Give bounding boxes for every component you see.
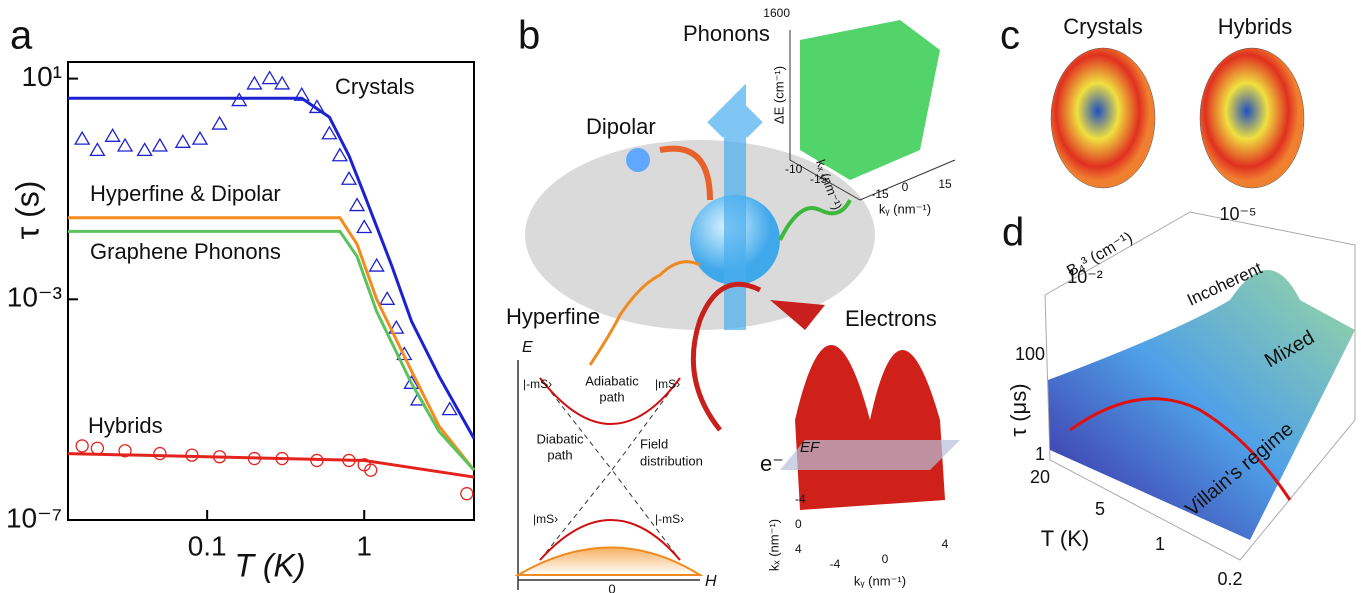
panel-d: d 10⁻⁵ 10⁻² B₄³ (cm⁻¹) 100 1 τ (μs) 20 5… bbox=[1002, 204, 1355, 589]
tick-label: 0.2 bbox=[1217, 569, 1242, 589]
data-point bbox=[154, 448, 166, 460]
tick-label: 20 bbox=[1030, 467, 1050, 487]
tick-label: 10⁻⁵ bbox=[1220, 204, 1257, 224]
label: distribution bbox=[640, 453, 703, 468]
panel-label: d bbox=[1002, 211, 1024, 255]
label: Phonons bbox=[683, 21, 770, 46]
label: -15 bbox=[810, 172, 828, 186]
series-label: Crystals bbox=[335, 74, 414, 99]
label: kᵧ (nm⁻¹) bbox=[854, 573, 906, 588]
data-point bbox=[193, 132, 207, 144]
label: -4 bbox=[795, 492, 806, 506]
data-point bbox=[153, 139, 167, 151]
data-point bbox=[91, 442, 103, 454]
dipole-sphere bbox=[626, 148, 650, 172]
data-point bbox=[275, 77, 289, 89]
label: kᵧ (nm⁻¹) bbox=[879, 201, 931, 216]
label: Diabatic bbox=[537, 431, 584, 446]
data-point bbox=[90, 143, 104, 155]
label: |-mS› bbox=[523, 377, 552, 391]
y-axis-label: τ (s) bbox=[9, 181, 45, 240]
hybrids-ellipsoid bbox=[1200, 48, 1304, 188]
label: 4 bbox=[795, 542, 802, 556]
label: 0 bbox=[795, 517, 802, 531]
axis-label: T (K) bbox=[1041, 526, 1089, 551]
panel-label: a bbox=[10, 14, 33, 58]
label: -15 bbox=[871, 187, 889, 201]
label: -4 bbox=[830, 557, 841, 571]
label: -10 bbox=[785, 162, 803, 176]
label: EF bbox=[800, 439, 820, 456]
phonon-surface bbox=[800, 20, 940, 180]
label: Electrons bbox=[845, 306, 937, 331]
x-tick-label: 0.1 bbox=[188, 530, 227, 561]
data-point bbox=[263, 72, 277, 84]
x-axis-label: T (K) bbox=[234, 547, 305, 583]
y-tick-label: 10¹ bbox=[22, 61, 62, 92]
label: H bbox=[705, 573, 717, 590]
label: 1600 bbox=[763, 6, 790, 20]
data-point bbox=[342, 172, 356, 184]
data-point bbox=[357, 221, 371, 233]
panel-label: b bbox=[518, 14, 540, 58]
diabatic-lines bbox=[540, 378, 680, 560]
series-line bbox=[68, 454, 474, 478]
series-label: Hybrids bbox=[88, 413, 163, 438]
data-point bbox=[76, 440, 88, 452]
panel-label: c bbox=[1000, 14, 1020, 58]
data-point bbox=[461, 488, 473, 500]
data-point bbox=[106, 129, 120, 141]
label: E bbox=[522, 339, 533, 356]
label: Dipolar bbox=[586, 114, 656, 139]
label: 15 bbox=[938, 177, 952, 191]
label: |mS› bbox=[533, 512, 558, 526]
label: e⁻ bbox=[760, 451, 784, 476]
tick-label: 5 bbox=[1095, 499, 1105, 519]
data-point bbox=[370, 259, 384, 271]
label: ΔE (cm⁻¹) bbox=[771, 66, 786, 124]
y-tick-label: 10⁻⁷ bbox=[6, 502, 62, 533]
ellipsoid-label: Hybrids bbox=[1218, 14, 1293, 39]
label: |-mS› bbox=[655, 512, 684, 526]
label: kₓ (nm⁻¹) bbox=[766, 519, 781, 571]
label: path bbox=[547, 447, 572, 462]
tick-label: 1 bbox=[1155, 534, 1165, 554]
data-point bbox=[118, 139, 132, 151]
label: 0 bbox=[608, 581, 615, 593]
y-tick-label: 10⁻³ bbox=[7, 282, 62, 313]
panel-c: c Crystals Hybrids bbox=[1000, 14, 1304, 188]
data-point bbox=[213, 117, 227, 129]
data-point bbox=[75, 132, 89, 144]
label: Hyperfine bbox=[506, 304, 600, 329]
crystals-ellipsoid bbox=[1051, 48, 1155, 188]
panel-b: b bbox=[518, 14, 960, 590]
x-tick-label: 1 bbox=[356, 530, 372, 561]
data-point bbox=[247, 77, 261, 89]
data-point bbox=[380, 292, 394, 304]
series-label: Hyperfine & Dipolar bbox=[90, 181, 281, 206]
label: Adiabatic bbox=[585, 373, 639, 388]
figure: a T (K) τ (s) 10¹ 10⁻³ 10⁻⁷ 0.1 1 Crystals Hyb… bbox=[0, 0, 1361, 593]
electron-surface bbox=[795, 345, 945, 510]
label: |mS› bbox=[655, 377, 680, 391]
label: Field bbox=[640, 436, 668, 451]
series-label: Graphene Phonons bbox=[90, 239, 281, 264]
plot-frame bbox=[68, 62, 474, 520]
label: 0 bbox=[902, 180, 909, 194]
data-point bbox=[176, 135, 190, 147]
ellipsoid-label: Crystals bbox=[1063, 14, 1142, 39]
tick-label: 1 bbox=[1035, 444, 1045, 464]
data-point bbox=[350, 199, 364, 211]
label: 0 bbox=[882, 552, 889, 566]
data-point bbox=[138, 143, 152, 155]
tick-label: 100 bbox=[1015, 344, 1045, 364]
label: 4 bbox=[942, 537, 949, 551]
axis-label: τ (μs) bbox=[1006, 383, 1031, 436]
panel-a: a T (K) τ (s) 10¹ 10⁻³ 10⁻⁷ 0.1 1 Crystals Hyb… bbox=[6, 14, 474, 584]
label: path bbox=[599, 389, 624, 404]
